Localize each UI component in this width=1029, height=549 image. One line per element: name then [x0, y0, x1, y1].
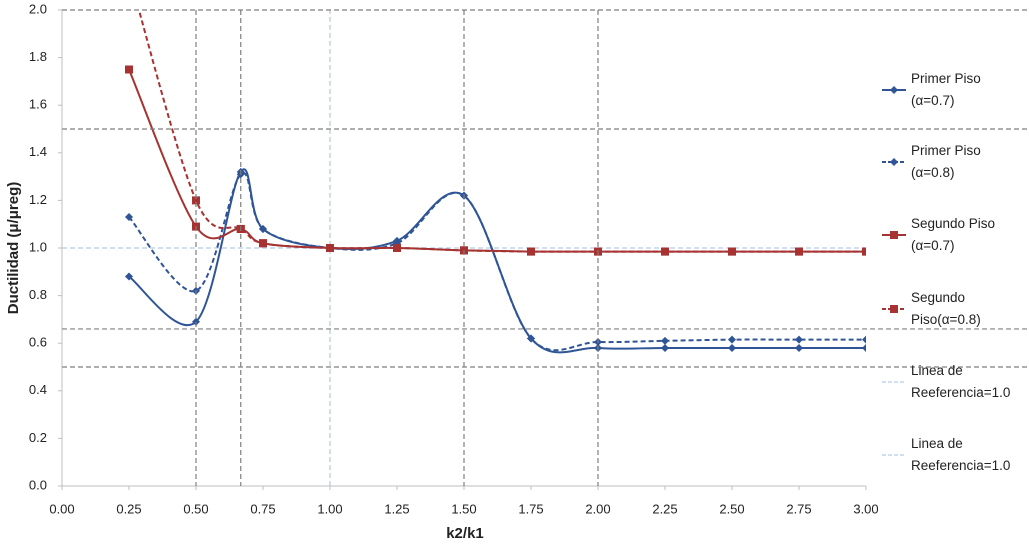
- marker: [795, 343, 803, 352]
- y-tick-label: 0.0: [29, 477, 47, 492]
- marker: [326, 244, 334, 252]
- marker: [259, 239, 267, 248]
- series-line: [137, 10, 866, 253]
- marker: [862, 343, 866, 352]
- y-axis-title: Ductilidad (μ/μreg): [5, 182, 22, 315]
- x-tick-label: 1.75: [518, 501, 543, 516]
- legend-label: Linea de Reeferencia=1.0: [911, 436, 1011, 473]
- legend-item: Linea de Reeferencia=1.0: [882, 433, 1022, 477]
- legend-item: Primer Piso (α=0.7): [882, 68, 1022, 112]
- marker: [795, 247, 803, 256]
- marker: [661, 336, 669, 345]
- marker: [125, 213, 133, 222]
- x-tick-label: 2.50: [719, 501, 744, 516]
- series-line: [128, 171, 866, 352]
- marker: [192, 196, 200, 205]
- marker: [125, 65, 133, 74]
- legend-swatch: [882, 158, 906, 166]
- x-tick-label: 1.25: [384, 501, 409, 516]
- y-tick-label: 0.6: [29, 335, 47, 350]
- legend-label: Segundo Piso(α=0.8): [911, 290, 981, 327]
- x-tick-label: 0.25: [116, 501, 141, 516]
- legend-label: Segundo Piso (α=0.7): [911, 216, 996, 253]
- x-tick-label: 0.00: [49, 501, 74, 516]
- marker: [661, 247, 669, 256]
- y-tick-label: 1.8: [29, 49, 47, 64]
- legend-label: Linea de Reeferencia=1.0: [911, 363, 1011, 400]
- marker: [527, 247, 535, 256]
- y-tick-label: 2.0: [29, 1, 47, 16]
- y-tick-label: 0.4: [29, 382, 47, 397]
- marker: [661, 343, 669, 352]
- x-tick-label: 2.75: [786, 501, 811, 516]
- marker: [393, 244, 401, 252]
- y-tick-label: 0.2: [29, 430, 47, 445]
- legend-marker: [890, 86, 898, 94]
- series-line: [128, 69, 866, 253]
- x-tick-label: 3.00: [853, 501, 878, 516]
- x-tick-label: 2.25: [652, 501, 677, 516]
- y-tick-label: 1.0: [29, 239, 47, 254]
- y-tick-label: 1.2: [29, 192, 47, 207]
- x-axis-title: k2/k1: [446, 525, 484, 542]
- marker: [728, 247, 736, 256]
- legend-item: Segundo Piso(α=0.8): [882, 287, 1022, 331]
- legend-swatch: [882, 454, 906, 456]
- x-tick-label: 1.00: [317, 501, 342, 516]
- y-tick-label: 0.8: [29, 287, 47, 302]
- x-tick-label: 0.75: [250, 501, 275, 516]
- legend-label: Primer Piso (α=0.8): [911, 143, 981, 180]
- legend-item: Linea de Reeferencia=1.0: [882, 360, 1022, 404]
- x-tick-label: 0.50: [183, 501, 208, 516]
- legend-swatch: [882, 86, 906, 94]
- marker: [259, 224, 267, 233]
- marker: [862, 335, 866, 344]
- marker: [527, 334, 535, 343]
- marker: [728, 343, 736, 352]
- legend-swatch: [882, 381, 906, 383]
- legend-marker: [890, 305, 898, 313]
- y-tick-label: 1.6: [29, 97, 47, 112]
- legend-item: Segundo Piso (α=0.7): [882, 213, 1022, 257]
- legend-swatch: [882, 305, 906, 313]
- x-tick-label: 2.00: [585, 501, 610, 516]
- marker: [862, 247, 866, 256]
- legend-marker: [890, 231, 898, 239]
- plot-area: [62, 10, 866, 486]
- marker: [795, 335, 803, 344]
- legend-label: Primer Piso (α=0.7): [911, 71, 981, 108]
- x-tick-label: 1.50: [451, 501, 476, 516]
- legend-marker: [890, 158, 898, 166]
- marker: [192, 317, 200, 326]
- legend-item: Primer Piso (α=0.8): [882, 140, 1022, 184]
- marker: [728, 335, 736, 344]
- legend-swatch: [882, 231, 906, 239]
- y-tick-label: 1.4: [29, 144, 47, 159]
- marker: [125, 272, 133, 281]
- series-line: [128, 168, 866, 354]
